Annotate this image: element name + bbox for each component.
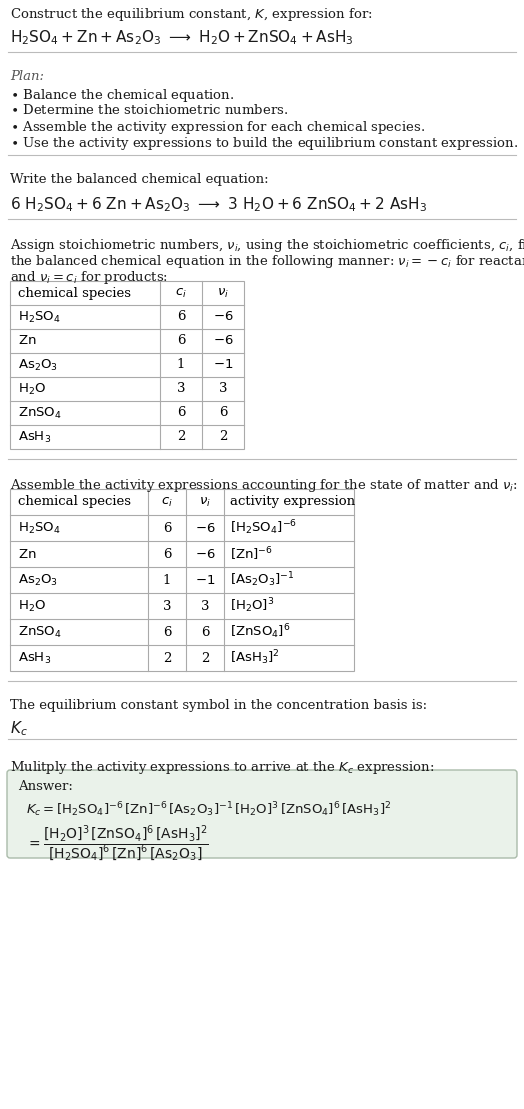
Text: $\mathrm{H_2SO_4}$: $\mathrm{H_2SO_4}$ [18, 520, 61, 536]
Text: $-6$: $-6$ [195, 548, 215, 560]
Text: 6: 6 [163, 521, 171, 535]
Text: $\bullet$ Balance the chemical equation.: $\bullet$ Balance the chemical equation. [10, 87, 234, 104]
Text: $K_c$: $K_c$ [10, 719, 28, 737]
Text: 6: 6 [177, 311, 185, 324]
Text: $[\mathrm{ZnSO_4}]^{6}$: $[\mathrm{ZnSO_4}]^{6}$ [230, 622, 290, 641]
Text: Plan:: Plan: [10, 70, 44, 83]
Text: $\bullet$ Determine the stoichiometric numbers.: $\bullet$ Determine the stoichiometric n… [10, 103, 288, 118]
Text: 2: 2 [163, 651, 171, 664]
Text: 3: 3 [219, 383, 227, 396]
Text: $-6$: $-6$ [213, 335, 233, 347]
Text: Assemble the activity expressions accounting for the state of matter and $\nu_i$: Assemble the activity expressions accoun… [10, 477, 518, 494]
Text: $\bullet$ Assemble the activity expression for each chemical species.: $\bullet$ Assemble the activity expressi… [10, 119, 425, 136]
Text: Answer:: Answer: [18, 780, 73, 793]
Text: $[\mathrm{H_2SO_4}]^{-6}$: $[\mathrm{H_2SO_4}]^{-6}$ [230, 519, 297, 538]
Bar [10, 281, 244, 449]
Text: $-6$: $-6$ [195, 521, 215, 535]
Text: 1: 1 [177, 358, 185, 372]
Text: $\nu_i$: $\nu_i$ [199, 496, 211, 509]
Text: $\mathrm{6\ H_2SO_4 + 6\ Zn + As_2O_3\ \longrightarrow\ 3\ H_2O + 6\ ZnSO_4 + 2\: $\mathrm{6\ H_2SO_4 + 6\ Zn + As_2O_3\ \… [10, 195, 427, 214]
Text: the balanced chemical equation in the following manner: $\nu_i = -c_i$ for react: the balanced chemical equation in the fo… [10, 253, 524, 269]
Text: $\bullet$ Use the activity expressions to build the equilibrium constant express: $\bullet$ Use the activity expressions t… [10, 135, 518, 152]
Text: Write the balanced chemical equation:: Write the balanced chemical equation: [10, 173, 269, 186]
Text: 3: 3 [177, 383, 185, 396]
Text: 6: 6 [201, 625, 209, 639]
Text: $c_i$: $c_i$ [161, 496, 173, 509]
Text: 3: 3 [163, 600, 171, 612]
Text: $\mathrm{H_2O}$: $\mathrm{H_2O}$ [18, 381, 46, 397]
Text: $\mathrm{H_2O}$: $\mathrm{H_2O}$ [18, 599, 46, 613]
Text: The equilibrium constant symbol in the concentration basis is:: The equilibrium constant symbol in the c… [10, 699, 427, 712]
Text: 6: 6 [177, 407, 185, 419]
Text: 6: 6 [219, 407, 227, 419]
FancyBboxPatch shape [7, 770, 517, 858]
Text: $-1$: $-1$ [195, 573, 215, 587]
Text: $\mathrm{Zn}$: $\mathrm{Zn}$ [18, 548, 37, 560]
Text: $\mathrm{ZnSO_4}$: $\mathrm{ZnSO_4}$ [18, 406, 62, 420]
Text: $\mathrm{ZnSO_4}$: $\mathrm{ZnSO_4}$ [18, 624, 62, 640]
Text: Mulitply the activity expressions to arrive at the $K_c$ expression:: Mulitply the activity expressions to arr… [10, 759, 434, 776]
Text: $-1$: $-1$ [213, 358, 233, 372]
Text: $[\mathrm{As_2O_3}]^{-1}$: $[\mathrm{As_2O_3}]^{-1}$ [230, 571, 294, 589]
Text: chemical species: chemical species [18, 286, 131, 299]
Text: $-6$: $-6$ [213, 311, 233, 324]
Text: 2: 2 [219, 430, 227, 444]
Text: 1: 1 [163, 573, 171, 587]
Text: $[\mathrm{Zn}]^{-6}$: $[\mathrm{Zn}]^{-6}$ [230, 546, 273, 562]
Text: $\mathrm{As_2O_3}$: $\mathrm{As_2O_3}$ [18, 357, 58, 373]
Text: 2: 2 [177, 430, 185, 444]
Text: and $\nu_i = c_i$ for products:: and $\nu_i = c_i$ for products: [10, 269, 168, 286]
Text: 6: 6 [177, 335, 185, 347]
Text: $\mathrm{Zn}$: $\mathrm{Zn}$ [18, 335, 37, 347]
Text: $[\mathrm{H_2O}]^{3}$: $[\mathrm{H_2O}]^{3}$ [230, 597, 275, 615]
Text: $\mathrm{AsH_3}$: $\mathrm{AsH_3}$ [18, 651, 51, 665]
Text: $[\mathrm{AsH_3}]^{2}$: $[\mathrm{AsH_3}]^{2}$ [230, 649, 280, 668]
Text: Assign stoichiometric numbers, $\nu_i$, using the stoichiometric coefficients, $: Assign stoichiometric numbers, $\nu_i$, … [10, 237, 524, 254]
Text: $\mathrm{H_2SO_4}$: $\mathrm{H_2SO_4}$ [18, 309, 61, 325]
Text: 6: 6 [163, 625, 171, 639]
Text: 2: 2 [201, 651, 209, 664]
Text: chemical species: chemical species [18, 496, 131, 509]
Text: activity expression: activity expression [230, 496, 355, 509]
Text: $\mathrm{As_2O_3}$: $\mathrm{As_2O_3}$ [18, 572, 58, 588]
Text: $\mathrm{AsH_3}$: $\mathrm{AsH_3}$ [18, 429, 51, 445]
Text: 6: 6 [163, 548, 171, 560]
Text: 3: 3 [201, 600, 209, 612]
Text: $K_c = [\mathrm{H_2SO_4}]^{-6}\,[\mathrm{Zn}]^{-6}\,[\mathrm{As_2O_3}]^{-1}\,[\m: $K_c = [\mathrm{H_2SO_4}]^{-6}\,[\mathrm… [26, 800, 391, 818]
Text: $\nu_i$: $\nu_i$ [217, 286, 229, 299]
Text: $=\dfrac{[\mathrm{H_2O}]^{3}\,[\mathrm{ZnSO_4}]^{6}\,[\mathrm{AsH_3}]^{2}}{[\mat: $=\dfrac{[\mathrm{H_2O}]^{3}\,[\mathrm{Z… [26, 824, 209, 864]
Text: $\mathrm{H_2SO_4 + Zn + As_2O_3\ \longrightarrow\ H_2O + ZnSO_4 + AsH_3}$: $\mathrm{H_2SO_4 + Zn + As_2O_3\ \longri… [10, 28, 354, 47]
Text: Construct the equilibrium constant, $K$, expression for:: Construct the equilibrium constant, $K$,… [10, 6, 373, 23]
Text: $c_i$: $c_i$ [175, 286, 187, 299]
Bar [10, 489, 354, 671]
